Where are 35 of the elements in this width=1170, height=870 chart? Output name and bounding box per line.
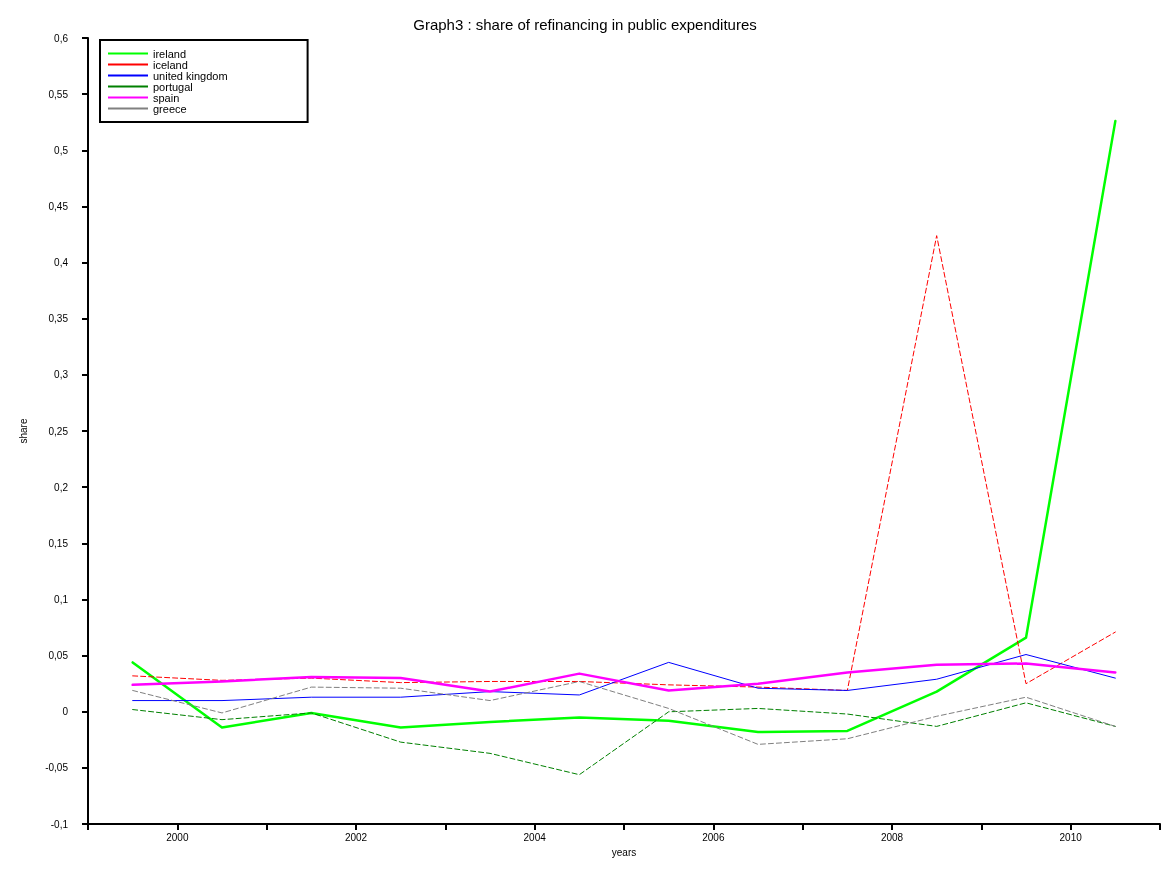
line-series — [132, 654, 1116, 702]
line-series — [131, 662, 1117, 693]
y-tick-label: 0,45 — [48, 200, 69, 212]
y-tick-label: 0,15 — [48, 537, 69, 549]
x-tick-label: 2004 — [523, 831, 547, 843]
line-series — [131, 119, 1117, 734]
x-axis-title: years — [611, 846, 637, 858]
y-tick-label: 0 — [62, 706, 69, 718]
chart-title: Graph3 : share of refinancing in public expenditures — [413, 16, 757, 33]
line-series — [132, 702, 1116, 776]
legend-label: spain — [153, 91, 180, 104]
line-series — [132, 235, 1116, 691]
line-series — [132, 680, 1116, 745]
y-tick-label: 0,55 — [48, 88, 69, 100]
legend-label: ireland — [153, 47, 187, 60]
y-axis-title: share — [17, 418, 29, 444]
x-tick-label: 2002 — [344, 831, 368, 843]
legend-label: united kingdom — [153, 69, 228, 82]
y-tick-label: 0,05 — [48, 650, 69, 662]
y-tick-label: 0,4 — [54, 257, 69, 269]
y-tick-label: 0,35 — [48, 313, 69, 325]
x-tick-label: 2006 — [702, 831, 725, 843]
y-tick-label: 0,25 — [48, 425, 69, 437]
legend-label: iceland — [153, 58, 188, 71]
y-tick-label: 0,5 — [54, 144, 69, 156]
y-tick-label: -0,1 — [50, 818, 69, 830]
x-tick-label: 2000 — [166, 831, 189, 843]
y-tick-label: 0,6 — [54, 32, 69, 44]
y-tick-label: 0,3 — [54, 369, 69, 381]
legend-label: portugal — [153, 80, 193, 93]
y-tick-label: 0,2 — [54, 481, 69, 493]
y-tick-label: -0,05 — [45, 762, 69, 774]
x-tick-label: 2008 — [880, 831, 904, 843]
y-tick-label: 0,1 — [54, 594, 69, 605]
x-tick-label: 2010 — [1059, 831, 1083, 843]
